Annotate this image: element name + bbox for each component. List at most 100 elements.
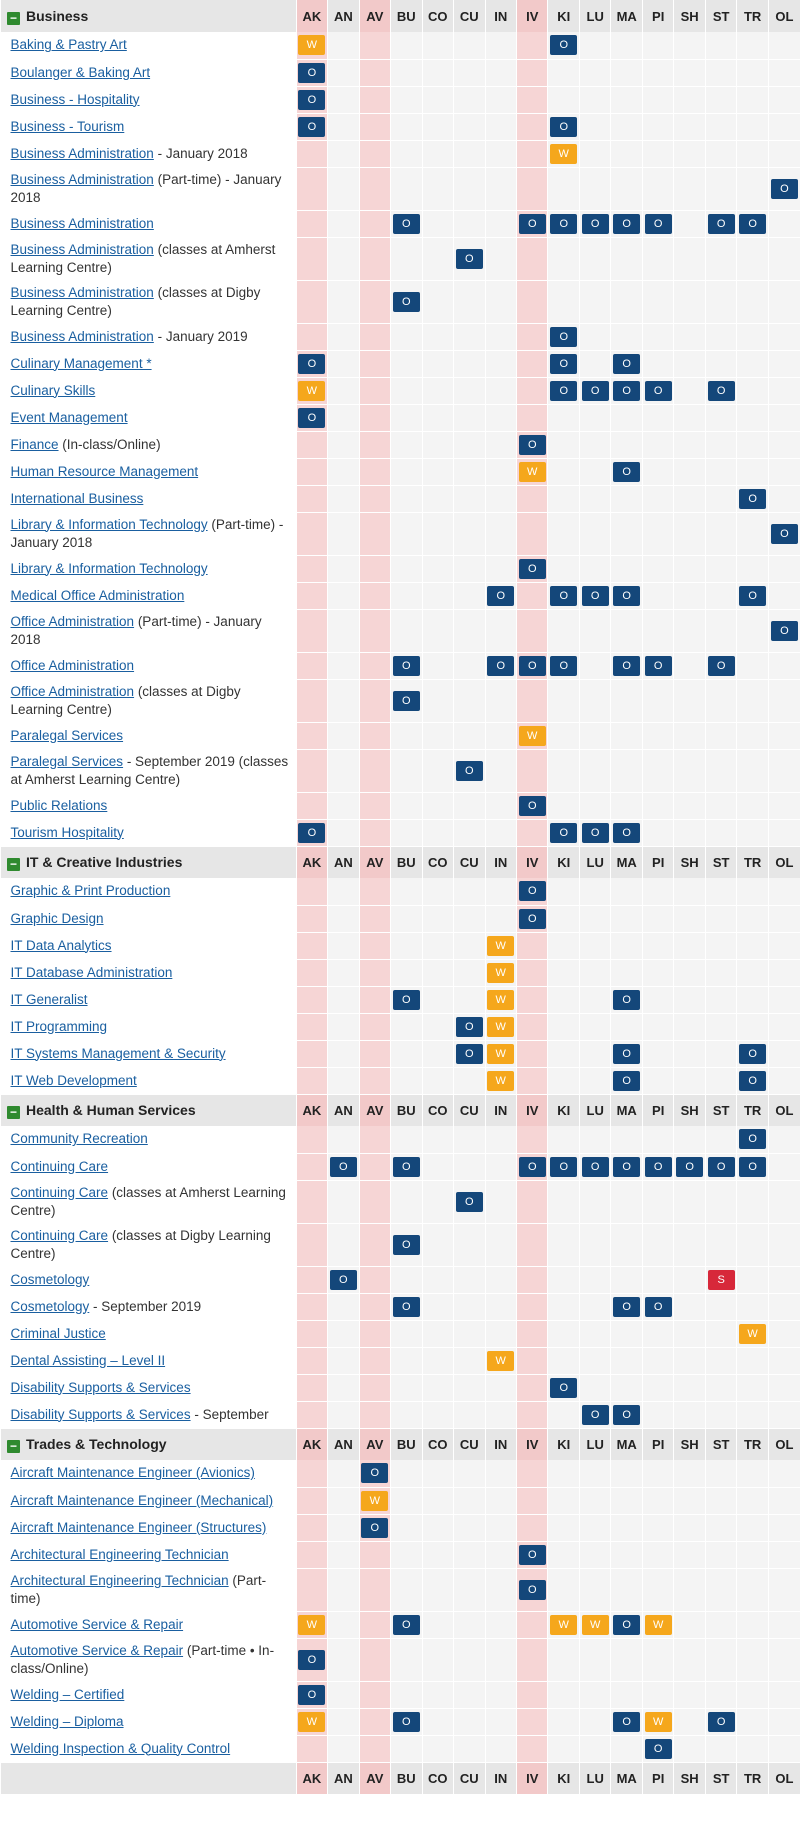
program-link[interactable]: Graphic Design <box>10 910 104 926</box>
availability-badge[interactable]: O <box>770 620 798 641</box>
availability-badge[interactable]: O <box>644 1156 672 1177</box>
availability-badge[interactable]: O <box>298 822 326 843</box>
program-link[interactable]: Event Management <box>10 409 128 425</box>
program-link[interactable]: Finance <box>10 436 59 452</box>
availability-badge[interactable]: O <box>550 35 578 56</box>
program-link[interactable]: Office Administration <box>10 613 135 629</box>
availability-badge[interactable]: W <box>581 1614 609 1635</box>
availability-badge[interactable]: O <box>739 1156 767 1177</box>
program-link[interactable]: Cosmetology <box>10 1271 90 1287</box>
availability-badge[interactable]: O <box>613 1296 641 1317</box>
availability-badge[interactable]: O <box>644 655 672 676</box>
availability-badge[interactable]: O <box>550 822 578 843</box>
availability-badge[interactable]: S <box>707 1269 735 1290</box>
availability-badge[interactable]: O <box>613 1156 641 1177</box>
program-link[interactable]: International Business <box>10 490 144 506</box>
availability-badge[interactable]: W <box>298 35 326 56</box>
availability-badge[interactable]: O <box>329 1269 357 1290</box>
program-link[interactable]: Medical Office Administration <box>10 587 185 603</box>
program-link[interactable]: Aircraft Maintenance Engineer (Structure… <box>10 1519 267 1535</box>
availability-badge[interactable]: O <box>739 213 767 234</box>
program-link[interactable]: Business Administration <box>10 241 154 257</box>
availability-badge[interactable]: O <box>613 1404 641 1425</box>
availability-badge[interactable]: O <box>581 585 609 606</box>
availability-badge[interactable]: O <box>392 291 420 312</box>
availability-badge[interactable]: O <box>518 908 546 929</box>
availability-badge[interactable]: O <box>613 380 641 401</box>
availability-badge[interactable]: O <box>455 248 483 269</box>
availability-badge[interactable]: O <box>550 213 578 234</box>
availability-badge[interactable]: W <box>550 1614 578 1635</box>
program-link[interactable]: Baking & Pastry Art <box>10 37 127 53</box>
program-link[interactable]: Public Relations <box>10 797 108 813</box>
availability-badge[interactable]: W <box>487 1070 515 1091</box>
availability-badge[interactable]: O <box>550 655 578 676</box>
program-link[interactable]: Criminal Justice <box>10 1325 106 1341</box>
availability-badge[interactable]: O <box>455 760 483 781</box>
availability-badge[interactable]: W <box>550 143 578 164</box>
availability-badge[interactable]: O <box>739 1129 767 1150</box>
availability-badge[interactable]: O <box>739 1043 767 1064</box>
availability-badge[interactable]: O <box>298 89 326 110</box>
availability-badge[interactable]: O <box>613 989 641 1010</box>
program-link[interactable]: IT Database Administration <box>10 964 173 980</box>
availability-badge[interactable]: O <box>739 1070 767 1091</box>
availability-badge[interactable]: O <box>613 461 641 482</box>
availability-badge[interactable]: O <box>581 213 609 234</box>
availability-badge[interactable]: O <box>581 822 609 843</box>
program-link[interactable]: Business Administration <box>10 215 154 231</box>
program-link[interactable]: Continuing Care <box>10 1184 109 1200</box>
availability-badge[interactable]: O <box>455 1016 483 1037</box>
availability-badge[interactable]: W <box>361 1490 389 1511</box>
availability-badge[interactable]: O <box>550 1377 578 1398</box>
program-link[interactable]: Business Administration <box>10 328 154 344</box>
availability-badge[interactable]: O <box>361 1463 389 1484</box>
availability-badge[interactable]: O <box>518 1544 546 1565</box>
program-link[interactable]: Business Administration <box>10 145 154 161</box>
availability-badge[interactable]: O <box>298 1649 326 1670</box>
availability-badge[interactable]: O <box>613 1043 641 1064</box>
availability-badge[interactable]: O <box>550 116 578 137</box>
availability-badge[interactable]: O <box>518 881 546 902</box>
program-link[interactable]: Automotive Service & Repair <box>10 1642 184 1658</box>
availability-badge[interactable]: O <box>707 380 735 401</box>
availability-badge[interactable]: O <box>770 523 798 544</box>
availability-badge[interactable]: O <box>518 1156 546 1177</box>
availability-badge[interactable]: O <box>644 213 672 234</box>
availability-badge[interactable]: O <box>392 1234 420 1255</box>
availability-badge[interactable]: W <box>487 1350 515 1371</box>
availability-badge[interactable]: O <box>361 1517 389 1538</box>
availability-badge[interactable]: O <box>550 326 578 347</box>
program-link[interactable]: Office Administration <box>10 657 135 673</box>
availability-badge[interactable]: O <box>298 116 326 137</box>
program-link[interactable]: Architectural Engineering Technician <box>10 1546 229 1562</box>
availability-badge[interactable]: O <box>676 1156 704 1177</box>
availability-badge[interactable]: W <box>644 1614 672 1635</box>
availability-badge[interactable]: O <box>707 1711 735 1732</box>
availability-badge[interactable]: O <box>613 822 641 843</box>
program-link[interactable]: Aircraft Maintenance Engineer (Avionics) <box>10 1465 255 1481</box>
availability-badge[interactable]: O <box>613 1711 641 1732</box>
program-link[interactable]: Business Administration <box>10 171 154 187</box>
program-link[interactable]: Culinary Skills <box>10 382 96 398</box>
collapse-toggle-icon[interactable]: − <box>7 1105 20 1119</box>
availability-badge[interactable]: O <box>392 989 420 1010</box>
availability-badge[interactable]: O <box>550 1156 578 1177</box>
program-link[interactable]: Culinary Management * <box>10 355 152 371</box>
collapse-toggle-icon[interactable]: − <box>7 1439 20 1453</box>
availability-badge[interactable]: O <box>298 353 326 374</box>
program-link[interactable]: Business - Tourism <box>10 118 125 134</box>
availability-badge[interactable]: O <box>298 407 326 428</box>
availability-badge[interactable]: O <box>392 690 420 711</box>
availability-badge[interactable]: O <box>518 795 546 816</box>
availability-badge[interactable]: W <box>487 962 515 983</box>
program-link[interactable]: Welding Inspection & Quality Control <box>10 1740 231 1756</box>
program-link[interactable]: IT Programming <box>10 1018 108 1034</box>
availability-badge[interactable]: O <box>518 434 546 455</box>
availability-badge[interactable]: O <box>392 1156 420 1177</box>
availability-badge[interactable]: O <box>613 655 641 676</box>
program-link[interactable]: Paralegal Services <box>10 753 124 769</box>
program-link[interactable]: Graphic & Print Production <box>10 883 171 899</box>
availability-badge[interactable]: O <box>518 1579 546 1600</box>
availability-badge[interactable]: W <box>644 1711 672 1732</box>
